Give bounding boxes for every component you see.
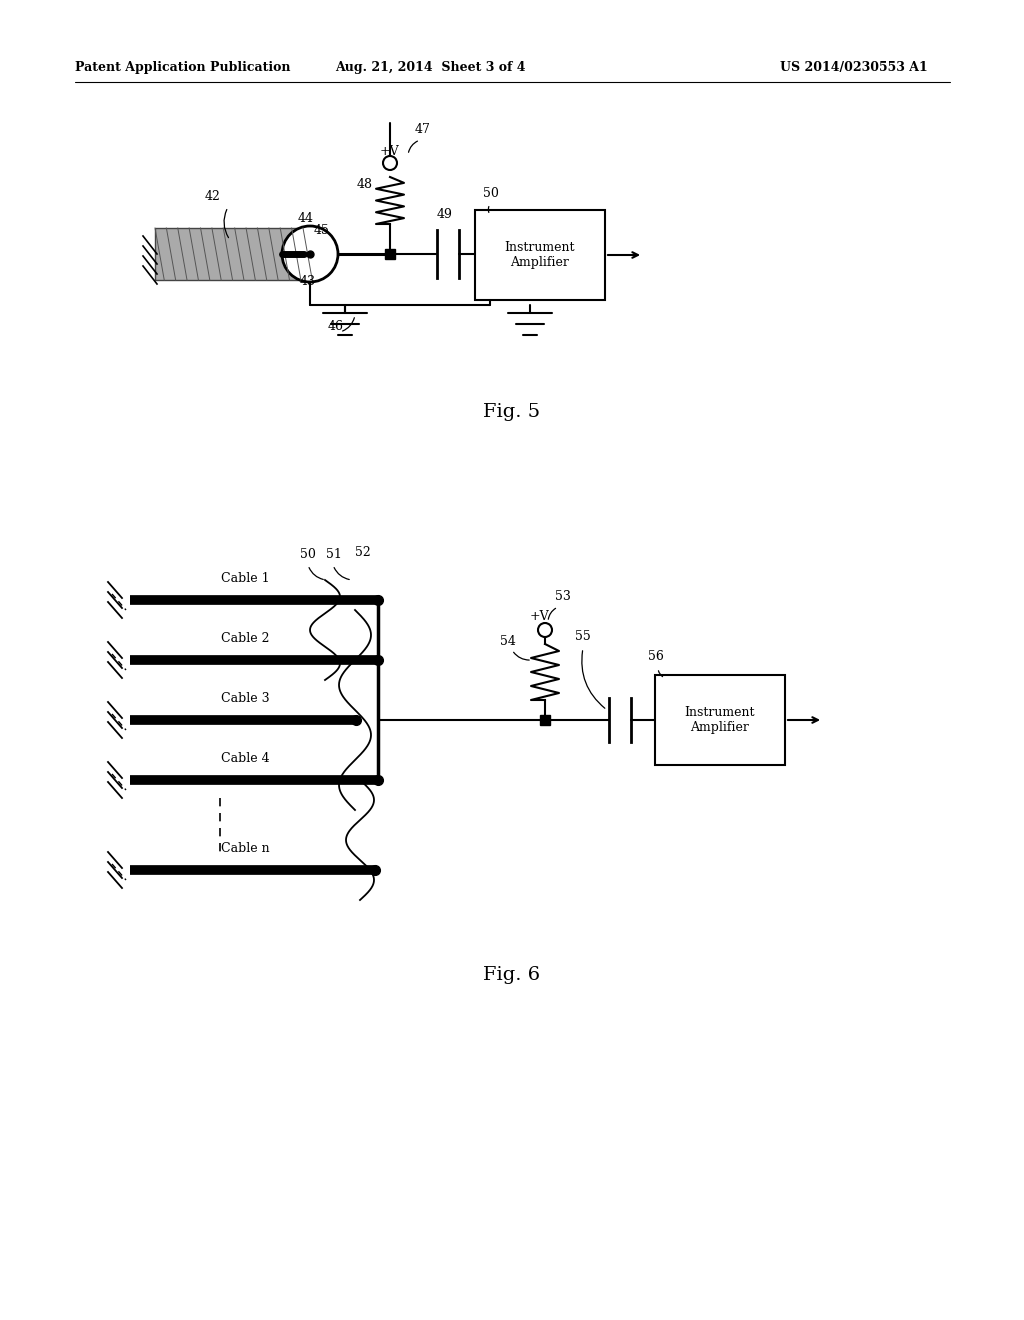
Text: Instrument
Amplifier: Instrument Amplifier: [505, 242, 575, 269]
Bar: [155, 228, 303, 280]
Text: 47: 47: [415, 123, 431, 136]
Text: 42: 42: [205, 190, 221, 203]
Text: Fig. 6: Fig. 6: [483, 966, 541, 983]
Text: +V: +V: [530, 610, 550, 623]
Text: Fig. 5: Fig. 5: [483, 403, 541, 421]
Text: 53: 53: [555, 590, 570, 603]
Text: 45: 45: [314, 224, 330, 238]
Text: 48: 48: [357, 178, 373, 191]
Text: Cable n: Cable n: [221, 842, 269, 855]
Bar: [475, 210, 605, 300]
Text: 43: 43: [300, 275, 316, 288]
Circle shape: [282, 226, 338, 282]
Text: 55: 55: [575, 630, 591, 643]
Text: 52: 52: [355, 546, 371, 558]
Text: US 2014/0230553 A1: US 2014/0230553 A1: [780, 62, 928, 74]
Text: Cable 1: Cable 1: [221, 572, 269, 585]
Text: +V: +V: [380, 145, 399, 158]
Bar: [655, 675, 785, 766]
Text: Cable 3: Cable 3: [221, 692, 269, 705]
Text: Cable 4: Cable 4: [221, 752, 269, 766]
Text: Aug. 21, 2014  Sheet 3 of 4: Aug. 21, 2014 Sheet 3 of 4: [335, 62, 525, 74]
Circle shape: [383, 156, 397, 170]
Text: 56: 56: [648, 649, 664, 663]
Text: 49: 49: [437, 209, 453, 220]
Text: Cable 2: Cable 2: [221, 632, 269, 645]
Text: 44: 44: [298, 213, 314, 224]
Text: 51: 51: [326, 548, 342, 561]
Text: 46: 46: [328, 319, 344, 333]
Text: 50: 50: [300, 548, 315, 561]
Text: 54: 54: [500, 635, 516, 648]
Text: Instrument
Amplifier: Instrument Amplifier: [685, 706, 756, 734]
Text: 50: 50: [483, 187, 499, 201]
Circle shape: [538, 623, 552, 638]
Text: Patent Application Publication: Patent Application Publication: [75, 62, 291, 74]
